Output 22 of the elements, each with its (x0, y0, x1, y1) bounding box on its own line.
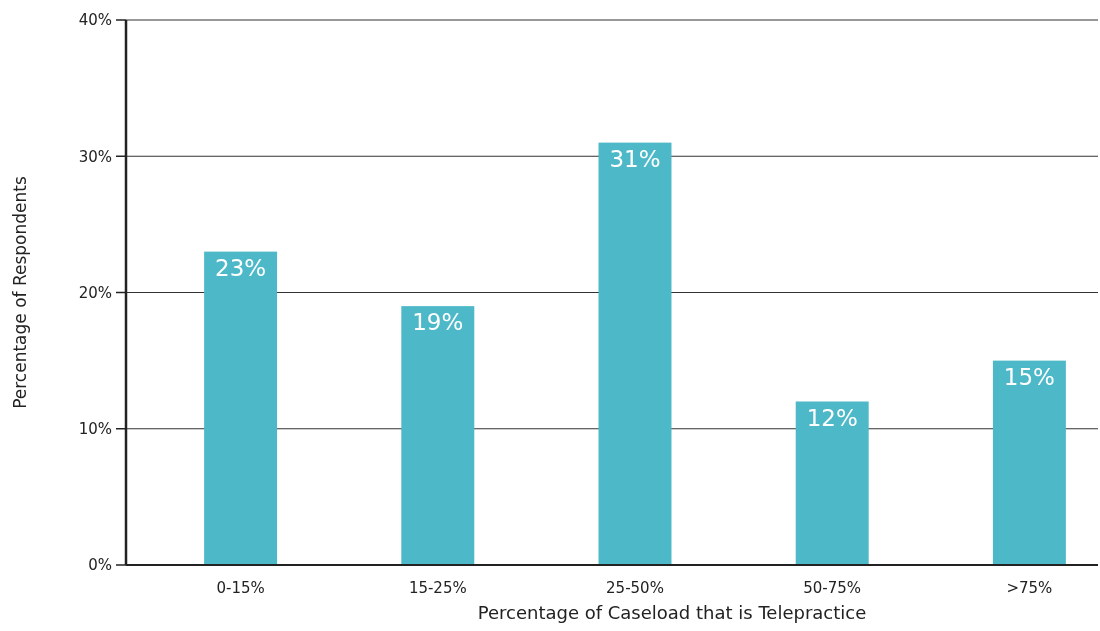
y-tick-label: 20% (78, 283, 112, 302)
bar (795, 401, 869, 565)
y-axis-title: Percentage of Respondents (10, 176, 30, 409)
bar (204, 251, 278, 565)
bar (598, 142, 672, 565)
x-tick-label: 50-75% (803, 579, 862, 597)
y-tick-label: 30% (78, 147, 112, 166)
data-label: 12% (806, 404, 858, 431)
data-label: 15% (1003, 363, 1055, 390)
data-label: 19% (412, 309, 464, 336)
y-tick-label: 10% (78, 420, 112, 438)
x-tick-label: >75% (1006, 579, 1053, 597)
bar (401, 306, 475, 565)
x-tick-label: 25-50% (606, 579, 664, 597)
x-tick-label: 0-15% (216, 579, 265, 597)
y-tick-label: 40% (78, 11, 112, 30)
x-tick-label: 15-25% (408, 579, 467, 597)
bar (992, 360, 1066, 565)
x-axis-title: Percentage of Caseload that is Telepractice (477, 602, 867, 623)
data-label: 23% (215, 254, 267, 281)
y-tick-label: 0% (88, 556, 112, 575)
data-label: 31% (609, 145, 661, 172)
